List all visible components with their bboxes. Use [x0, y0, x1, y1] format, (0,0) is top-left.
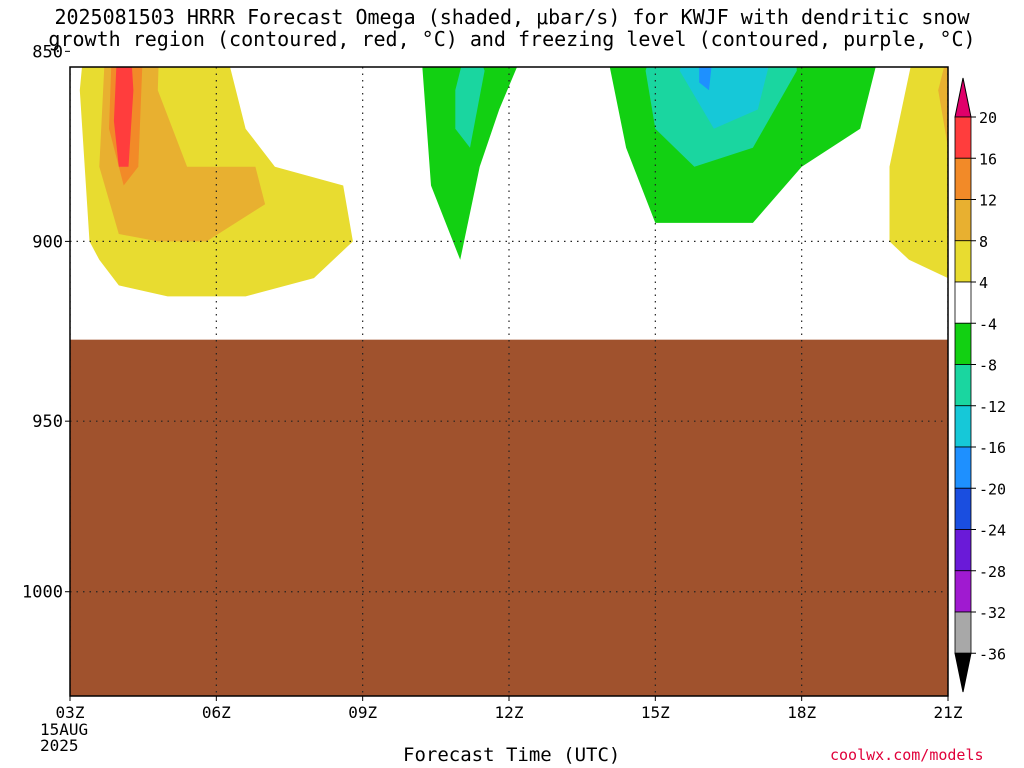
- colorbar-bin-10: [954, 529, 972, 572]
- colorbar-label-5: -4: [979, 315, 997, 333]
- x-tick-label-21Z: 21Z: [934, 703, 963, 722]
- omega-region-8-2: [99, 67, 266, 242]
- x-tick-label-06Z: 06Z: [202, 703, 231, 722]
- y-tick-label-850: 850: [32, 42, 63, 62]
- x-tick-label-09Z: 09Z: [348, 703, 377, 722]
- x-tick-label-15Z: 15Z: [641, 703, 670, 722]
- colorbar-label-6: -8: [979, 357, 997, 375]
- colorbar-label-2: 12: [979, 192, 997, 210]
- colorbar-label-0: 20: [979, 109, 997, 127]
- colorbar-label-8: -16: [979, 439, 1006, 457]
- colorbar-bin-6: [954, 364, 972, 407]
- omega-region-4-16: [889, 67, 948, 279]
- chart-title-line2: growth region (contoured, red, °C) and f…: [48, 27, 976, 51]
- colorbar-bin-7: [954, 405, 972, 448]
- colorbar-label-9: -20: [979, 480, 1006, 498]
- x-tick-label-12Z: 12Z: [495, 703, 524, 722]
- colorbar-label-1: 16: [979, 150, 997, 168]
- y-tick-label-950: 950: [32, 412, 63, 432]
- colorbar-bin-5: [954, 322, 972, 365]
- colorbar-bottom-arrow: [954, 652, 972, 693]
- colorbar-bin-9: [954, 487, 972, 530]
- colorbar-label-7: -12: [979, 398, 1006, 416]
- colorbar-bin-8: [954, 446, 972, 489]
- colorbar-label-13: -36: [979, 645, 1006, 663]
- colorbar-bin-0: [954, 116, 972, 159]
- x-axis-title: Forecast Time (UTC): [403, 744, 621, 766]
- omega-region-neg8-28: [455, 67, 485, 148]
- omega-region-16-6: [113, 67, 134, 167]
- colorbar-label-12: -32: [979, 604, 1006, 622]
- chart-title: 2025081503 HRRR Forecast Omega (shaded, …: [0, 6, 1024, 50]
- colorbar-label-11: -28: [979, 563, 1006, 581]
- colorbar-label-3: 8: [979, 233, 988, 251]
- colorbar-bin-2: [954, 199, 972, 242]
- omega-region-neg16-30: [699, 67, 712, 91]
- colorbar-bin-1: [954, 157, 972, 200]
- colorbar-label-10: -24: [979, 522, 1006, 540]
- credit-link[interactable]: coolwx.com/models: [830, 746, 984, 764]
- omega-region-neg4-23: [422, 67, 518, 260]
- colorbar-bin-11: [954, 570, 972, 613]
- plot-area: -18-18-12-12000: [70, 67, 948, 696]
- omega-region-8-17: [938, 67, 948, 148]
- x-start-date-0: 15AUG: [40, 720, 88, 739]
- x-tick-label-18Z: 18Z: [787, 703, 816, 722]
- chart-title-line1: 2025081503 HRRR Forecast Omega (shaded, …: [54, 5, 970, 29]
- y-tick-label-900: 900: [32, 232, 63, 252]
- colorbar-label-4: 4: [979, 274, 988, 292]
- colorbar-bin-4: [954, 281, 972, 324]
- colorbar-top-arrow: [954, 77, 972, 118]
- y-tick-label-1000: 1000: [22, 583, 63, 603]
- colorbar-bin-3: [954, 240, 972, 283]
- x-start-date-1: 2025: [40, 736, 79, 755]
- x-tick-label-03Z: 03Z: [56, 703, 85, 722]
- colorbar-bin-12: [954, 611, 972, 654]
